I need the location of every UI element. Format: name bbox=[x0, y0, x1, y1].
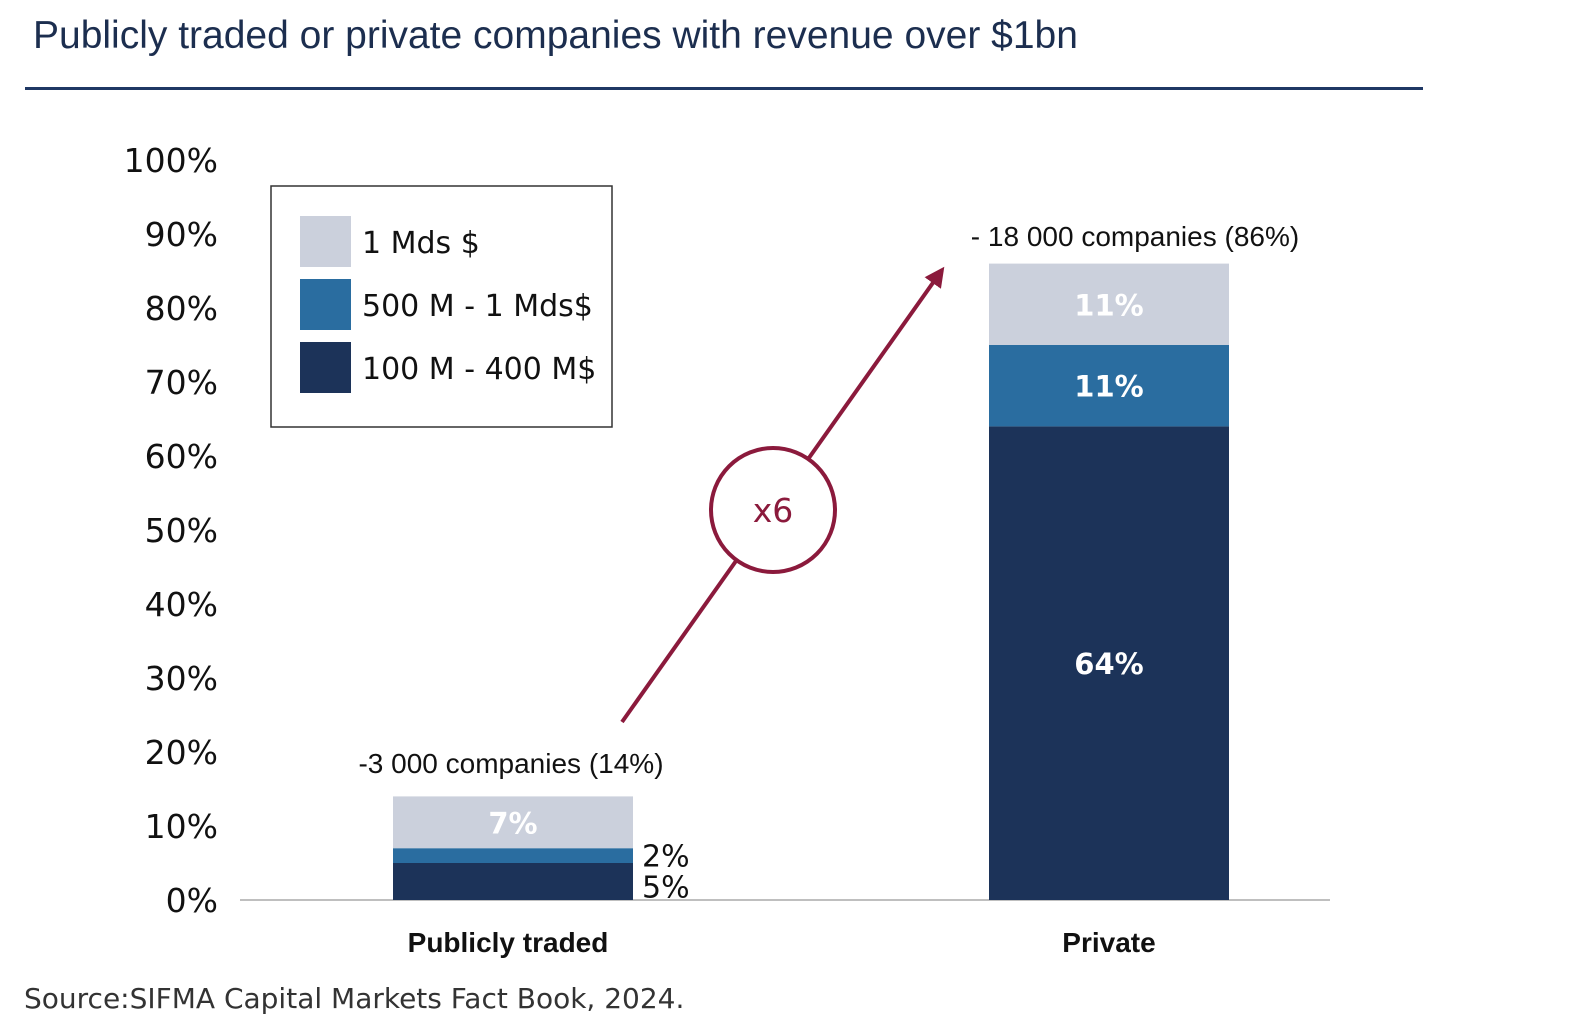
y-tick-label: 100% bbox=[124, 141, 218, 180]
legend-swatch bbox=[300, 342, 351, 393]
bar-segment bbox=[393, 848, 633, 863]
total-annotation: - 18 000 companies (86%) bbox=[971, 221, 1299, 252]
total-annotation: -3 000 companies (14%) bbox=[358, 748, 663, 779]
data-label: 11% bbox=[1074, 370, 1143, 404]
title-rule bbox=[25, 87, 1423, 90]
data-label: 64% bbox=[1074, 647, 1143, 681]
y-tick-label: 40% bbox=[145, 585, 218, 624]
legend-swatch bbox=[300, 216, 351, 267]
y-tick-label: 90% bbox=[145, 215, 218, 254]
growth-arrow: x6 bbox=[620, 266, 945, 724]
source-note: Source:SIFMA Capital Markets Fact Book, … bbox=[24, 982, 685, 1015]
data-label: 2% bbox=[642, 840, 690, 875]
y-tick-label: 0% bbox=[166, 881, 218, 920]
legend-label: 500 M - 1 Mds$ bbox=[362, 289, 593, 324]
category-label: Publicly traded bbox=[408, 927, 609, 958]
y-tick-label: 80% bbox=[145, 289, 218, 328]
bar-segment bbox=[393, 796, 633, 849]
bar-segment bbox=[989, 345, 1229, 427]
legend-label: 100 M - 400 M$ bbox=[362, 352, 596, 387]
page-title: Publicly traded or private companies wit… bbox=[33, 14, 1078, 57]
data-label: 7% bbox=[488, 806, 537, 840]
growth-label: x6 bbox=[753, 491, 794, 530]
bar-segment bbox=[393, 863, 633, 900]
legend: 1 Mds $ 500 M - 1 Mds$ 100 M - 400 M$ bbox=[270, 185, 613, 428]
bar-segment bbox=[989, 426, 1229, 900]
y-tick-label: 60% bbox=[145, 437, 218, 476]
data-label: 11% bbox=[1074, 288, 1143, 322]
y-tick-label: 30% bbox=[145, 659, 218, 698]
y-tick-label: 20% bbox=[145, 733, 218, 772]
growth-circle bbox=[709, 446, 837, 574]
legend-swatch bbox=[300, 279, 351, 330]
data-label: 5% bbox=[642, 871, 690, 906]
category-label: Private bbox=[1062, 927, 1155, 958]
legend-label: 1 Mds $ bbox=[362, 226, 480, 261]
y-tick-label: 70% bbox=[145, 363, 218, 402]
y-tick-label: 10% bbox=[145, 807, 218, 846]
bar-segment bbox=[989, 263, 1229, 345]
y-tick-label: 50% bbox=[145, 511, 218, 550]
